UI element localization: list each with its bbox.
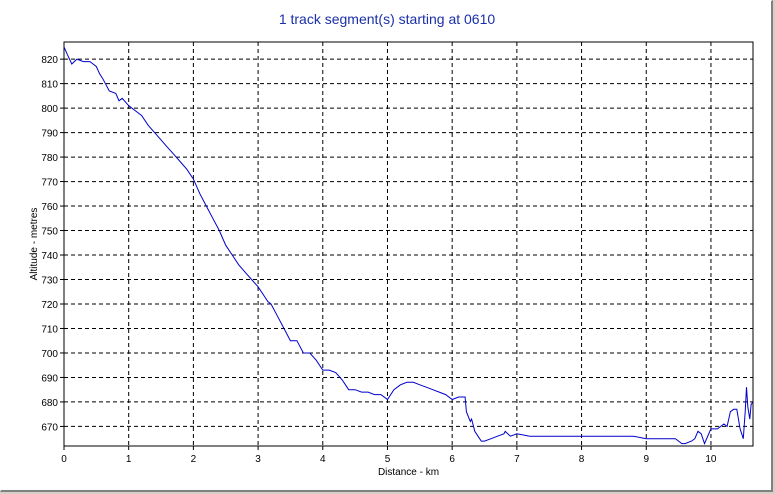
y-tick-label: 710 [41,324,58,335]
x-tick-label: 5 [385,454,391,465]
x-tick-label: 7 [514,454,520,465]
x-tick-label: 8 [579,454,585,465]
y-tick-label: 690 [41,373,58,384]
x-tick-label: 10 [705,454,717,465]
tick-layer: 0 1 2 3 4 5 6 7 8 9 10 670 680 690 700 710 720 730 740 750 7… [41,55,717,465]
grid-layer [64,42,753,446]
x-tick-label: 9 [643,454,649,465]
x-tick-label: 4 [320,454,326,465]
x-tick-label: 3 [255,454,261,465]
y-tick-label: 760 [41,202,58,213]
y-tick-label: 780 [41,153,58,164]
y-tick-label: 820 [41,55,58,66]
y-tick-label: 810 [41,80,58,91]
x-axis-label: Distance - km [378,467,439,478]
y-axis-label: Altitude - metres [29,208,40,281]
x-tick-label: 6 [449,454,455,465]
y-tick-label: 800 [41,104,58,115]
y-tick-label: 670 [41,422,58,433]
chart-title: 1 track segment(s) starting at 0610 [279,11,496,27]
y-tick-label: 680 [41,398,58,409]
x-tick-label: 0 [61,454,67,465]
x-tick-label: 2 [191,454,197,465]
y-tick-label: 720 [41,300,58,311]
y-tick-label: 790 [41,129,58,140]
y-tick-label: 730 [41,276,58,287]
y-tick-label: 700 [41,349,58,360]
x-tick-label: 1 [126,454,132,465]
y-tick-label: 750 [41,227,58,238]
y-tick-label: 740 [41,251,58,262]
series-layer [63,46,754,445]
plot-area [63,41,754,447]
y-tick-label: 770 [41,178,58,189]
altitude-series-line [63,46,754,445]
